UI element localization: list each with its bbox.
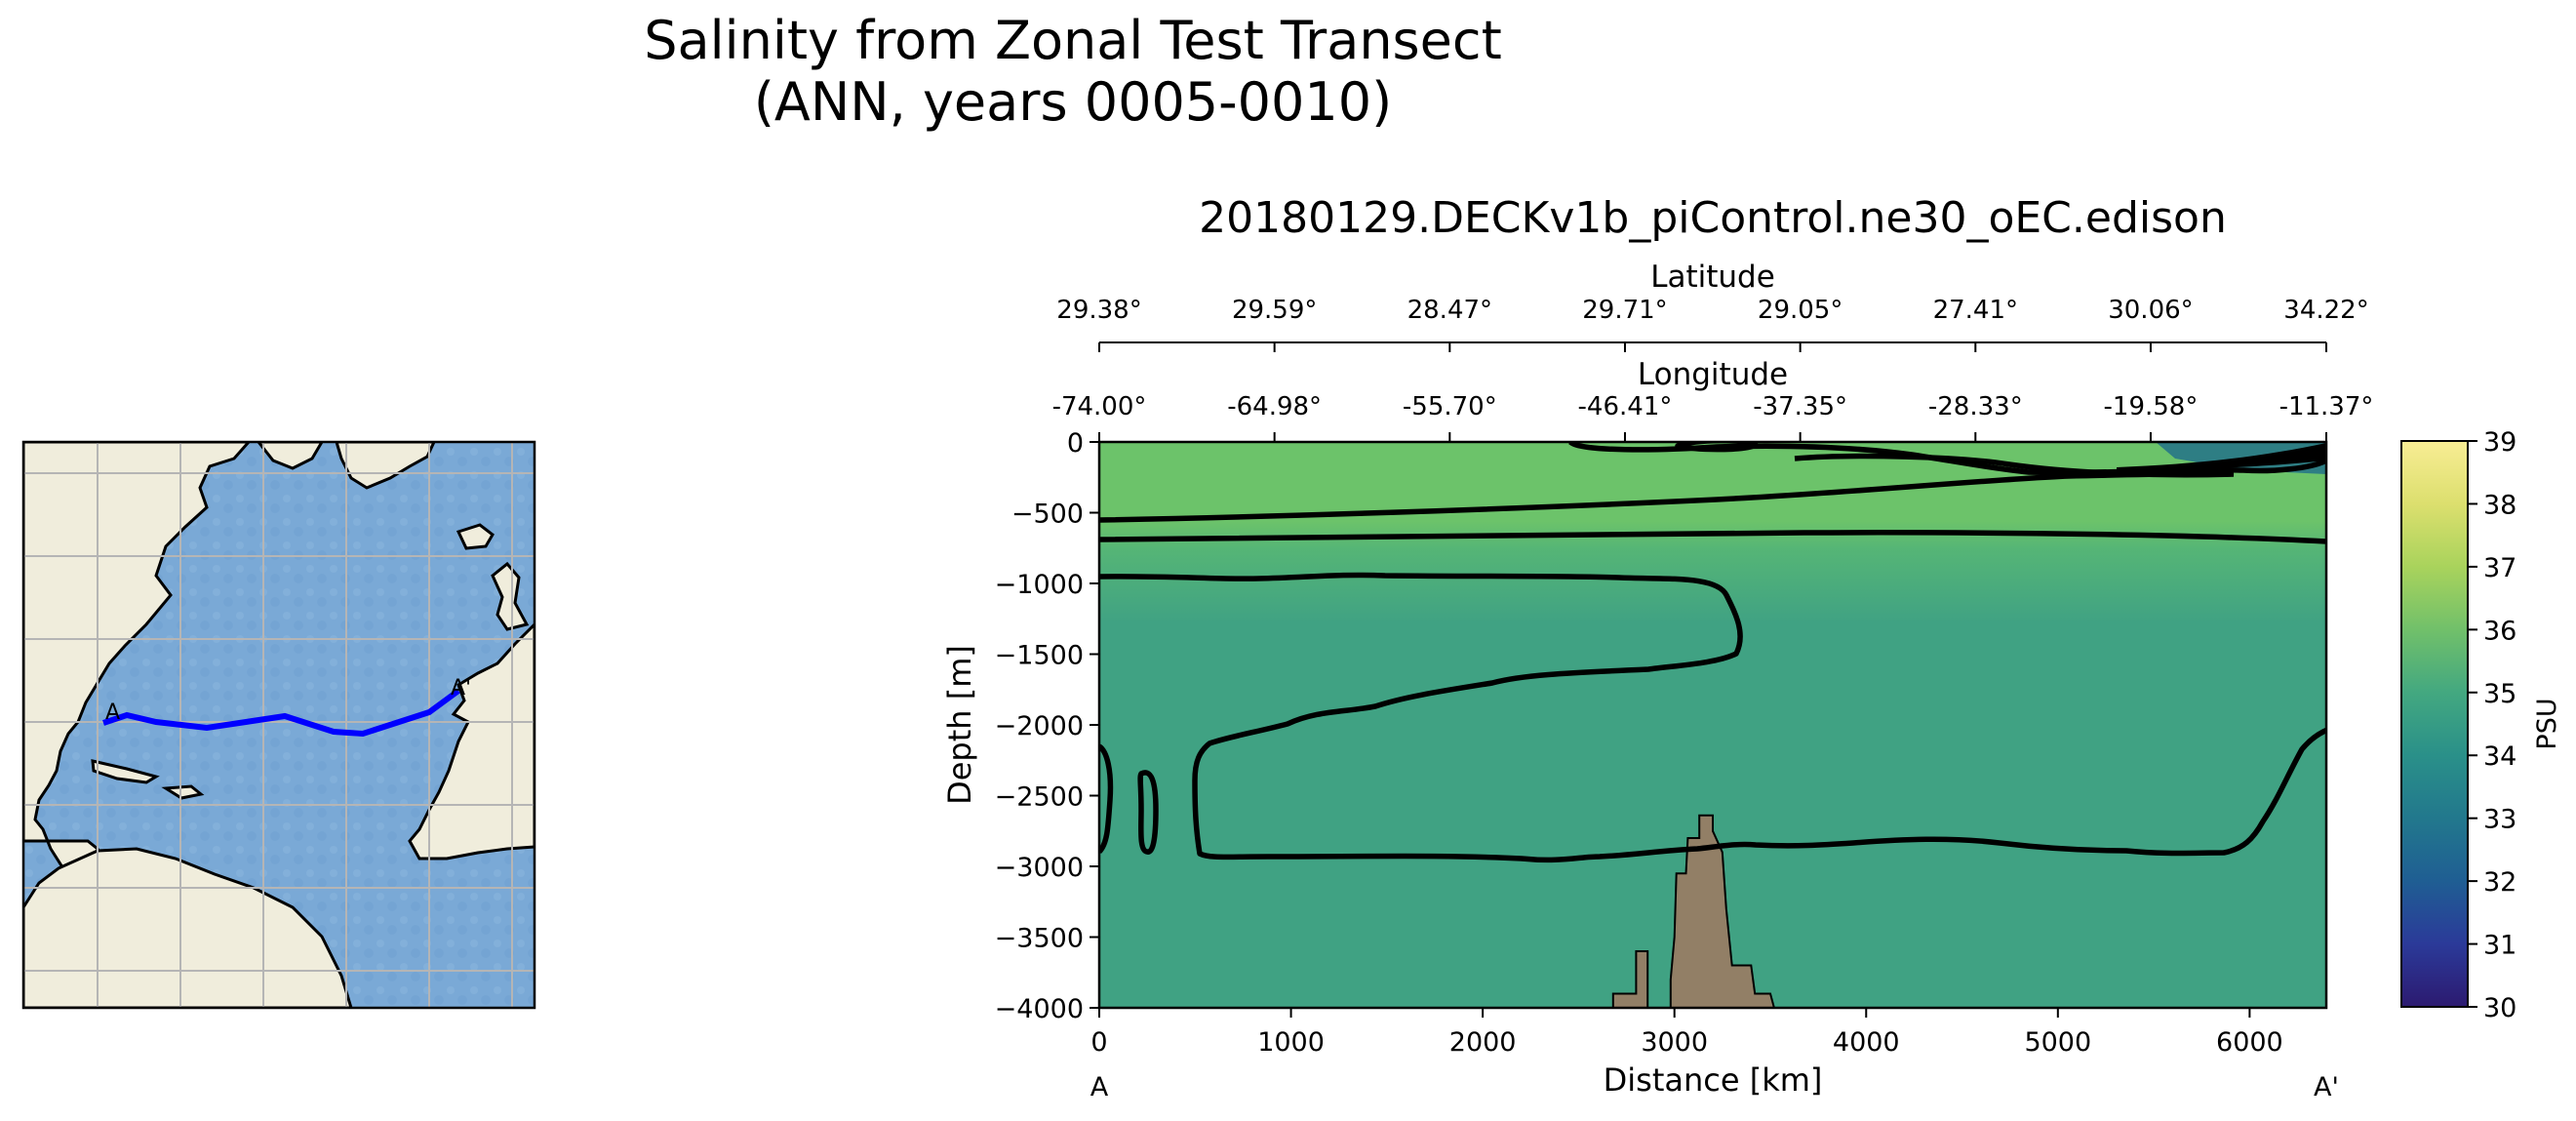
longitude-tick-label: -28.33°: [1928, 392, 2023, 421]
x-end-label: A': [2314, 1072, 2339, 1102]
x-tick-label: 6000: [2216, 1027, 2283, 1058]
y-axis-label: Depth [m]: [941, 645, 978, 805]
longitude-axis-label: Longitude: [1638, 357, 1788, 392]
y-tick-label: −1000: [995, 570, 1084, 600]
y-tick-label: −2000: [995, 711, 1084, 741]
longitude-tick-label: -55.70°: [1403, 392, 1497, 421]
y-tick-label: −1500: [995, 641, 1084, 671]
map-land-arctic-islands: [257, 442, 324, 470]
longitude-ticks: -74.00° -64.98° -55.70° -46.41° -37.35° -28.3…: [1052, 392, 2374, 442]
contour-intermediate-loop: [1099, 572, 2326, 863]
map-end-label: A': [451, 676, 471, 701]
map-start-label: A: [105, 701, 120, 725]
y-tick-label: −500: [1011, 500, 1084, 530]
colorbar-ticks: 30 31 32 33 34 35 36 37 38 39: [2468, 427, 2517, 1023]
y-tick-label: −2500: [995, 782, 1084, 813]
contour-thick-surface-wedge: [2117, 443, 2326, 470]
colorbar-tick-label: 33: [2483, 805, 2517, 835]
bathymetry: [1611, 814, 1775, 1008]
contour-small-lens: [1137, 770, 1159, 855]
colorbar-tick-label: 39: [2483, 427, 2517, 458]
x-tick-label: 5000: [2024, 1027, 2091, 1058]
colorbar-tick-label: 30: [2483, 993, 2517, 1023]
x-tick-label: 4000: [1833, 1027, 1900, 1058]
latitude-tick-label: 28.47°: [1407, 296, 1492, 325]
longitude-tick-label: -46.41°: [1578, 392, 1673, 421]
latitude-ticks: 29.38° 29.59° 28.47° 29.71° 29.05° 27.41° 30.0…: [1056, 296, 2369, 352]
contour-mixed-layer: [1099, 469, 2235, 523]
colorbar-label: PSU: [2532, 698, 2562, 749]
latitude-tick-label: 29.05°: [1758, 296, 1843, 325]
colorbar-tick-label: 32: [2483, 867, 2517, 898]
latitude-tick-label: 29.59°: [1232, 296, 1317, 325]
map-land-europe-africa: [408, 621, 535, 861]
x-tick-label: 2000: [1449, 1027, 1517, 1058]
colorbar-tick-label: 35: [2483, 679, 2517, 709]
y-tick-label: −4000: [995, 994, 1084, 1024]
longitude-tick-label: -64.98°: [1227, 392, 1322, 421]
map-land-caribbean: [91, 759, 205, 800]
x-start-label: A: [1090, 1072, 1109, 1102]
longitude-tick-label: -74.00°: [1052, 392, 1147, 421]
chart-title: 20180129.DECKv1b_piControl.ne30_oEC.edis…: [1199, 193, 2227, 243]
latitude-tick-label: 27.41°: [1933, 296, 2018, 325]
latitude-tick-label: 34.22°: [2283, 296, 2368, 325]
latitude-tick-label: 30.06°: [2108, 296, 2193, 325]
map-frame: [21, 440, 536, 1010]
y-tick-label: −3500: [995, 924, 1084, 954]
map-land-greenland: [335, 442, 436, 490]
colorbar-tick-label: 34: [2483, 741, 2517, 772]
longitude-tick-label: -19.58°: [2104, 392, 2199, 421]
transect-map: A A': [23, 442, 535, 1008]
figure-title-line2: (ANN, years 0005-0010): [754, 71, 1392, 133]
map-land-iceland: [456, 523, 495, 550]
longitude-tick-label: -11.37°: [2279, 392, 2374, 421]
salinity-field: [1099, 442, 2326, 1008]
latitude-tick-label: 29.71°: [1582, 296, 1667, 325]
longitude-tick-label: -37.35°: [1753, 392, 1847, 421]
salinity-contours: [1099, 442, 2326, 863]
figure-title-line1: Salinity from Zonal Test Transect: [644, 10, 1502, 71]
x-axis-label: Distance [km]: [1604, 1061, 1823, 1099]
colorbar-tick-label: 38: [2483, 490, 2517, 520]
colorbar-tick-label: 36: [2483, 616, 2517, 646]
latitude-axis-label: Latitude: [1650, 260, 1775, 295]
contour-top-ellipse: [1675, 442, 1759, 453]
x-tick-label: 1000: [1257, 1027, 1325, 1058]
map-transect-line: [102, 688, 460, 738]
y-tick-label: 0: [1067, 428, 1084, 459]
x-tick-label: 3000: [1641, 1027, 1708, 1058]
colorbar: [2400, 440, 2469, 1008]
x-tick-label: 0: [1090, 1027, 1107, 1058]
contour-thermocline: [1099, 530, 2326, 544]
colorbar-tick-label: 37: [2483, 553, 2517, 583]
latitude-tick-label: 29.38°: [1056, 296, 1141, 325]
colorbar-tick-label: 31: [2483, 931, 2517, 961]
y-axis-ticks: 0 −500 −1000 −1500 −2000 −2500 −3000 −3500 −4000: [995, 428, 1099, 1024]
contour-left-edge: [1099, 743, 1114, 854]
x-axis-ticks: 0 1000 2000 3000 4000 5000 6000: [1090, 1008, 2283, 1058]
y-tick-label: −3000: [995, 853, 1084, 883]
